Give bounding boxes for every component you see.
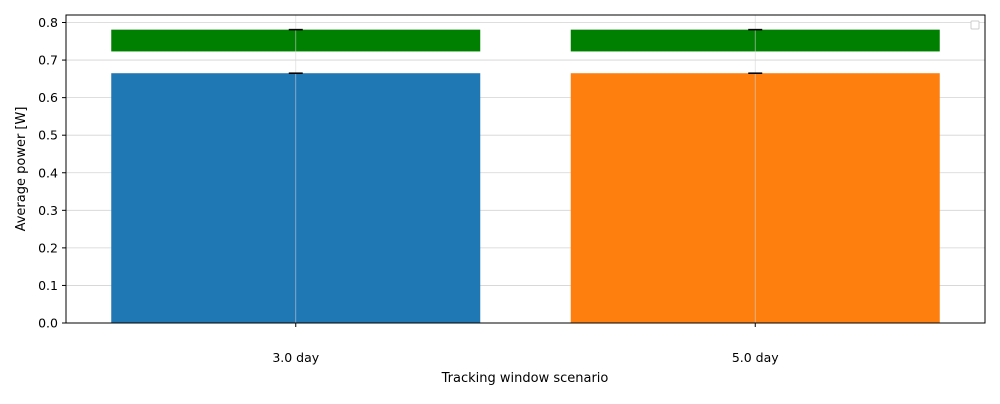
plot-frame	[65, 14, 986, 324]
y-tick-label: 0.6	[38, 90, 58, 105]
y-tick-label: 0.3	[38, 203, 58, 218]
y-tick-label: 0.1	[38, 278, 58, 293]
y-tick-label: 0.0	[38, 316, 58, 331]
y-tick-label: 0.7	[38, 53, 58, 68]
x-axis-label: Tracking window scenario	[441, 371, 609, 386]
y-tick-label: 0.8	[38, 15, 58, 30]
y-tick-label: 0.2	[38, 240, 58, 255]
y-axis-label: Average power [W]	[14, 107, 29, 232]
legend-box	[970, 20, 980, 30]
x-tick-label: 3.0 day	[272, 350, 319, 365]
x-tick-label: 5.0 day	[732, 350, 779, 365]
y-tick-label: 0.4	[38, 165, 58, 180]
y-tick-label: 0.5	[38, 128, 58, 143]
